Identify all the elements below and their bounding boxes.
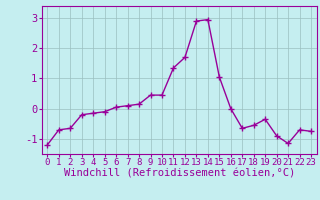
- X-axis label: Windchill (Refroidissement éolien,°C): Windchill (Refroidissement éolien,°C): [64, 169, 295, 179]
